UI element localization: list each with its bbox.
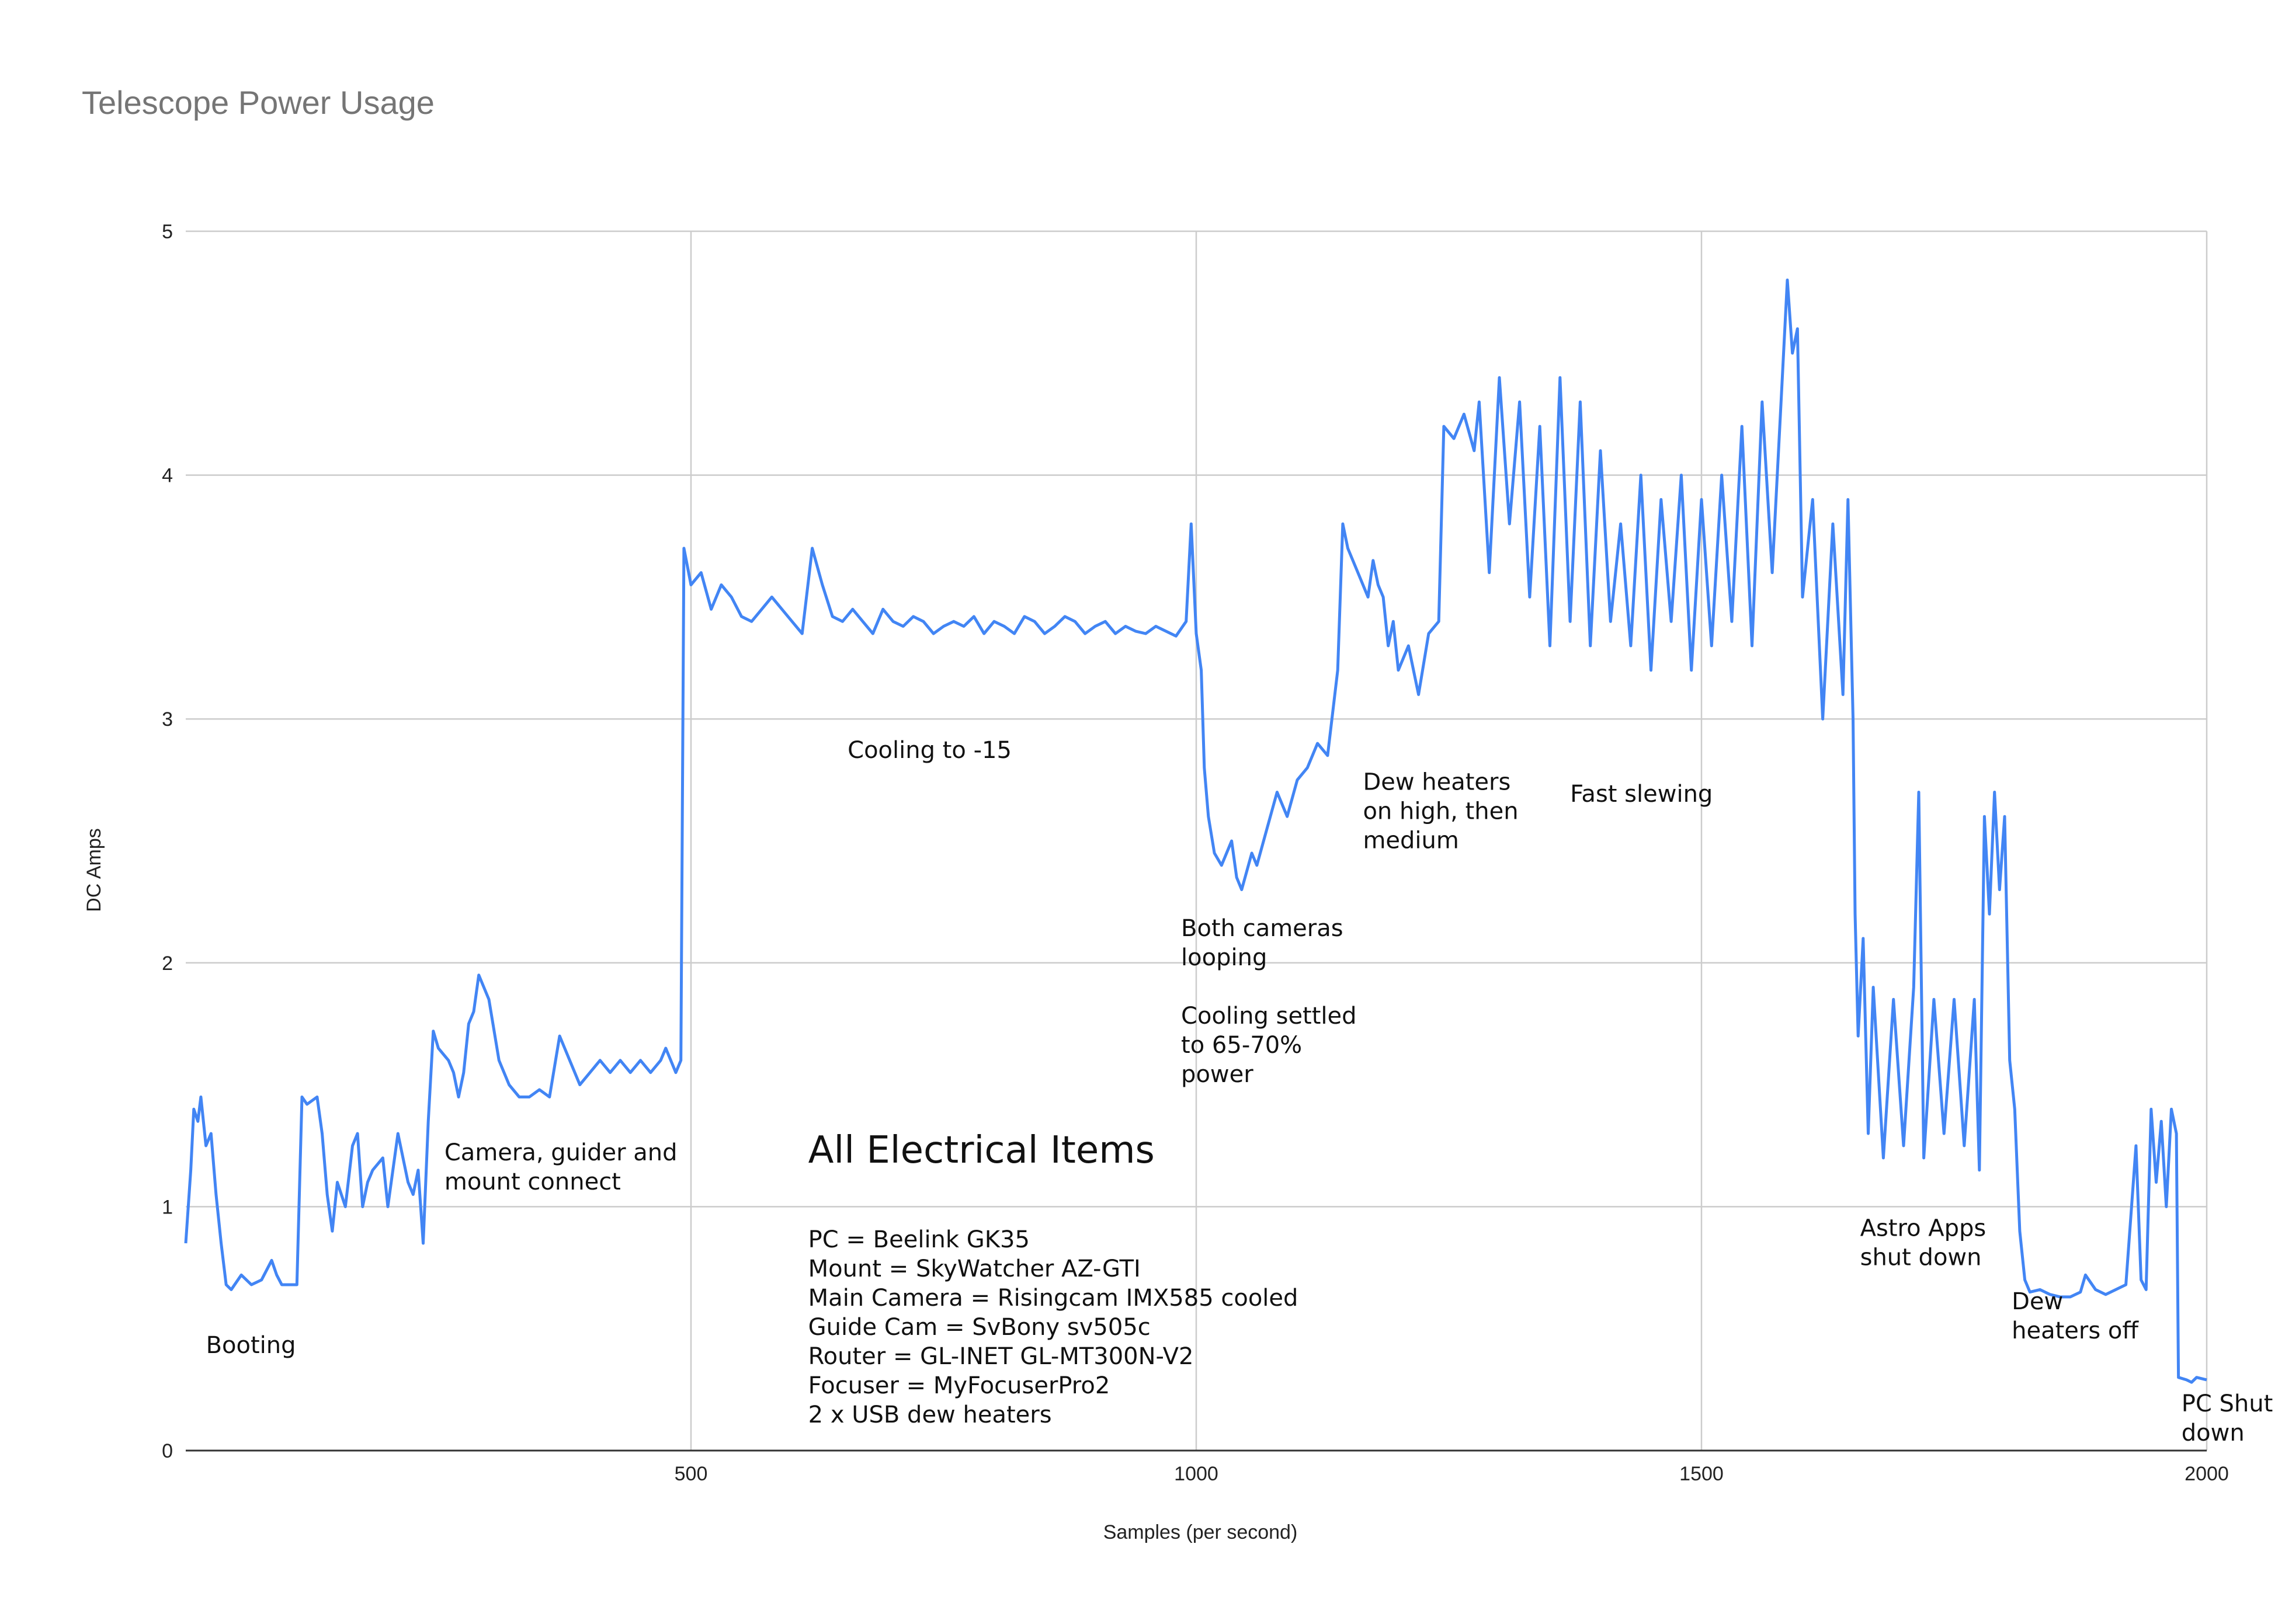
annotation-line: Astro Apps xyxy=(1860,1215,1987,1242)
y-axis-label: DC Amps xyxy=(83,828,105,912)
annotation-line: Dew heaters xyxy=(1363,768,1510,795)
y-tick-label: 0 xyxy=(162,1440,173,1462)
annotation-line: Cooling to -15 xyxy=(848,737,1012,764)
chart-title: Telescope Power Usage xyxy=(82,84,435,121)
annotation-line: Both cameras xyxy=(1181,915,1343,942)
annotation-line: Booting xyxy=(206,1332,296,1359)
annotation-line: Fast slewing xyxy=(1570,781,1713,808)
x-tick-label: 1500 xyxy=(1679,1463,1724,1485)
annotation-line: medium xyxy=(1363,827,1458,854)
annotation-line: power xyxy=(1181,1061,1253,1088)
annotation: Cooling to -15 xyxy=(848,737,1012,764)
info-box: All Electrical Items PC = Beelink GK35 Mou… xyxy=(808,1129,1298,1428)
info-box-item: Router = GL-INET GL-MT300N-V2 xyxy=(808,1343,1194,1370)
info-box-heading: All Electrical Items xyxy=(808,1129,1155,1172)
annotation: Camera, guider and mount connect xyxy=(444,1139,678,1195)
annotation: Dew heaters off xyxy=(2012,1288,2139,1344)
annotation-line: heaters off xyxy=(2012,1317,2139,1344)
annotation: Booting xyxy=(206,1332,296,1359)
y-tick-label: 5 xyxy=(162,221,173,243)
y-tick-label: 2 xyxy=(162,952,173,975)
annotation: Astro Apps shut down xyxy=(1860,1215,1987,1271)
info-box-item: PC = Beelink GK35 xyxy=(808,1226,1030,1253)
annotation-line xyxy=(1181,973,1189,1000)
annotation-line: down xyxy=(2182,1420,2245,1446)
annotation-line: shut down xyxy=(1860,1244,1982,1271)
info-box-item: 2 x USB dew heaters xyxy=(808,1402,1052,1428)
annotation: Dew heaters on high, then medium xyxy=(1363,768,1518,854)
series-line xyxy=(184,279,2207,1384)
annotation: PC Shut down xyxy=(2182,1390,2273,1446)
y-tick-label: 4 xyxy=(162,465,173,487)
info-box-item: Guide Cam = SvBony sv505c xyxy=(808,1314,1151,1341)
y-tick-label: 3 xyxy=(162,708,173,731)
x-gridlines xyxy=(690,231,2208,1451)
x-axis-label: Samples (per second) xyxy=(1103,1521,1298,1543)
annotation-line: mount connect xyxy=(444,1169,621,1195)
annotation: Both cameras looping Cooling settled to 65… xyxy=(1181,915,1357,1088)
x-tick-label: 500 xyxy=(675,1463,708,1485)
annotations: Booting Camera, guider and mount connect Co… xyxy=(206,737,2273,1446)
x-tick-label: 1000 xyxy=(1174,1463,1218,1485)
y-tick-label: 1 xyxy=(162,1196,173,1218)
annotation-line: looping xyxy=(1181,944,1267,971)
annotation-line: Camera, guider and xyxy=(444,1139,678,1166)
annotation-line: Cooling settled xyxy=(1181,1003,1357,1030)
annotation-line: Dew xyxy=(2012,1288,2063,1315)
info-box-item: Main Camera = Risingcam IMX585 cooled xyxy=(808,1285,1298,1312)
y-gridlines xyxy=(186,230,2207,1208)
annotation-line: PC Shut xyxy=(2182,1390,2273,1417)
x-tick-labels: 500 1000 1500 2000 xyxy=(675,1463,2229,1485)
y-tick-labels: 0 1 2 3 4 5 xyxy=(162,221,173,1462)
annotation-line: to 65-70% xyxy=(1181,1032,1302,1059)
info-box-item: Mount = SkyWatcher AZ-GTI xyxy=(808,1256,1141,1282)
info-box-item: Focuser = MyFocuserPro2 xyxy=(808,1372,1110,1399)
annotation-line: on high, then xyxy=(1363,798,1518,825)
x-tick-label: 2000 xyxy=(2185,1463,2229,1485)
annotation: Fast slewing xyxy=(1570,781,1713,808)
